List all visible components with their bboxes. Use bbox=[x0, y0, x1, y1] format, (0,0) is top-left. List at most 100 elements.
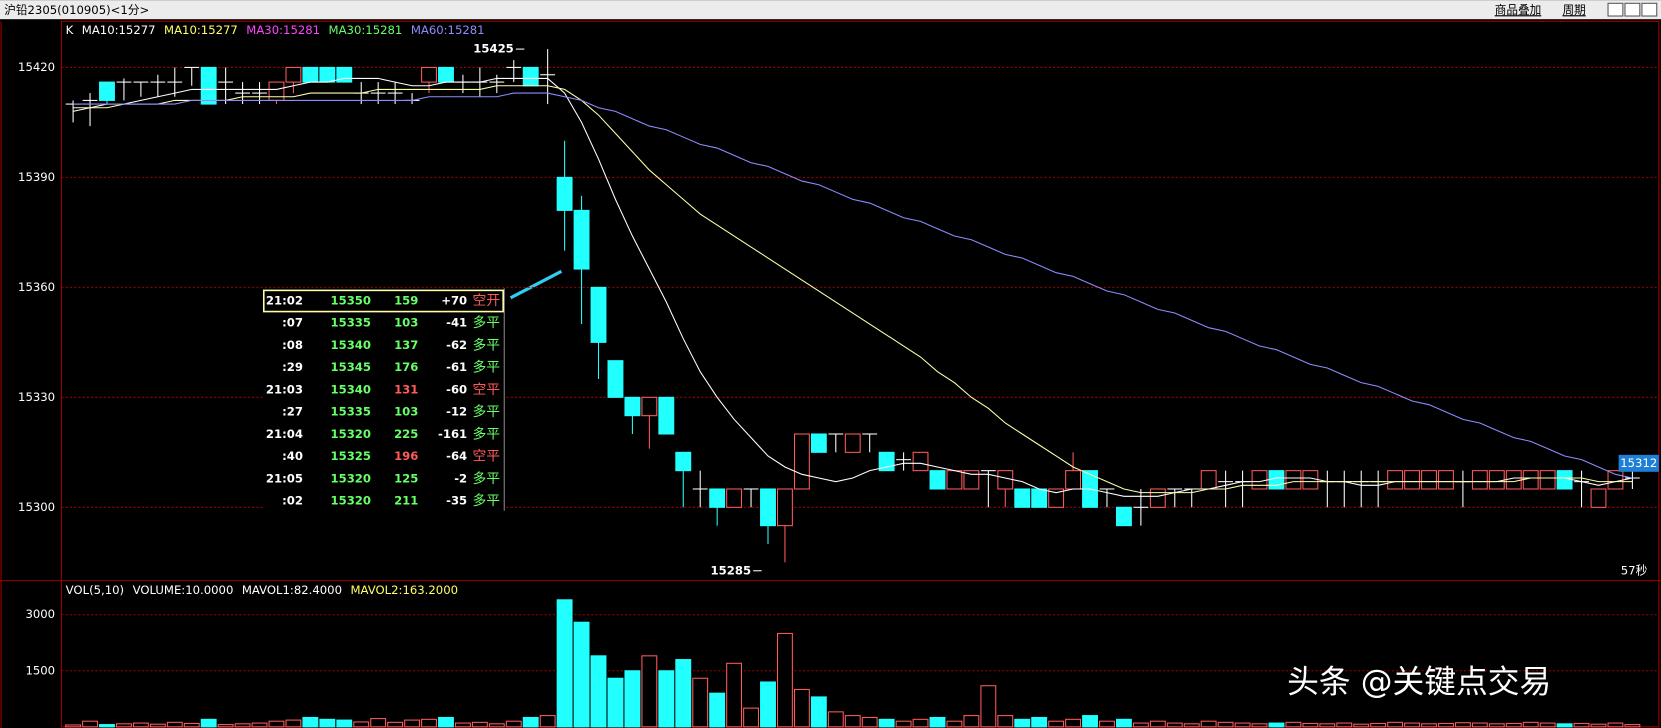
trade-type: 空平 bbox=[472, 382, 500, 398]
candle-body bbox=[421, 66, 437, 83]
volume-bar bbox=[1556, 723, 1573, 728]
volume-bar bbox=[692, 677, 709, 728]
candle-body bbox=[793, 433, 810, 490]
volume-bar bbox=[1183, 723, 1200, 728]
volume-bar bbox=[726, 662, 743, 728]
trade-type: 多平 bbox=[472, 359, 500, 376]
volume-bar bbox=[1082, 715, 1098, 728]
volume-bar bbox=[1115, 718, 1132, 728]
volume-bar bbox=[912, 718, 929, 728]
candle-body bbox=[1522, 470, 1539, 490]
trade-volume: 103 bbox=[394, 316, 418, 330]
volume-bar bbox=[1319, 723, 1336, 728]
candle-body bbox=[1048, 488, 1065, 508]
volume-bar bbox=[793, 688, 810, 728]
volume-bar bbox=[1454, 722, 1471, 728]
period-button[interactable]: 周期 bbox=[1562, 3, 1585, 17]
trade-price: 15320 bbox=[331, 471, 372, 485]
watermark: 头条 @关键点交易 bbox=[1287, 664, 1551, 700]
back-button[interactable] bbox=[1607, 2, 1624, 17]
volume-bar bbox=[743, 707, 759, 728]
moving-average bbox=[72, 77, 1633, 497]
legend-entry: MA30:15281 bbox=[246, 22, 320, 36]
volume-bar bbox=[268, 720, 285, 728]
candle-body bbox=[777, 488, 793, 527]
trade-type: 多平 bbox=[472, 314, 500, 331]
candle-body bbox=[1421, 470, 1437, 490]
trade-change: -161 bbox=[438, 427, 467, 441]
candle-body bbox=[1488, 470, 1505, 490]
trade-volume: 103 bbox=[394, 405, 418, 419]
overlay-button[interactable]: 商品叠加 bbox=[1495, 3, 1542, 17]
volume-bar bbox=[132, 722, 149, 728]
legend: VOL(5,10) VOLUME:10.0000 MAVOL1:82.4000 MAV… bbox=[66, 583, 458, 597]
volume-bar bbox=[1268, 722, 1285, 728]
trade-type: 多平 bbox=[472, 492, 500, 509]
volume-bar bbox=[556, 599, 573, 728]
volume-bar bbox=[810, 696, 827, 728]
candle-body bbox=[675, 451, 692, 472]
close-button[interactable] bbox=[1641, 2, 1658, 17]
candle-body bbox=[1590, 488, 1607, 508]
volume-bar bbox=[251, 722, 268, 728]
moving-average bbox=[73, 85, 1633, 494]
candle-body bbox=[1556, 470, 1573, 490]
y-tick-label: 15330 bbox=[18, 390, 55, 404]
volume-bar bbox=[1048, 720, 1065, 728]
volume-bar bbox=[963, 715, 980, 728]
volume-bar bbox=[1234, 722, 1251, 728]
candle-body bbox=[607, 360, 624, 398]
volume-bar bbox=[539, 715, 556, 728]
volume-bar bbox=[1065, 718, 1082, 728]
trade-type: 多平 bbox=[472, 425, 500, 442]
volume-bar bbox=[115, 723, 132, 728]
trade-change: -64 bbox=[446, 449, 467, 463]
candle-body bbox=[1115, 506, 1132, 527]
legend-entry: MAVOL1:82.4000 bbox=[242, 583, 342, 597]
volume-bar bbox=[624, 670, 641, 728]
volume-bar bbox=[404, 719, 421, 728]
candle-body bbox=[1438, 470, 1454, 490]
volume-bar bbox=[319, 718, 336, 728]
candle-body bbox=[1014, 488, 1031, 508]
trade-volume: 211 bbox=[394, 494, 418, 508]
candle-body bbox=[438, 66, 454, 83]
volume-bar bbox=[844, 715, 861, 728]
candle-body bbox=[1251, 470, 1268, 490]
volume-bar bbox=[438, 716, 454, 728]
volume-bar bbox=[99, 724, 115, 728]
legend-entry: K bbox=[66, 22, 74, 36]
volume-bar bbox=[1438, 722, 1454, 728]
trade-time: :07 bbox=[282, 316, 303, 330]
volume-bar bbox=[675, 659, 692, 728]
moving-average bbox=[73, 92, 1633, 479]
trade-change: -62 bbox=[446, 338, 467, 352]
volume-bar bbox=[709, 692, 726, 728]
trade-price: 15320 bbox=[331, 427, 372, 441]
volume-bar bbox=[149, 723, 166, 728]
volume-bar bbox=[929, 716, 946, 728]
volume-bar bbox=[878, 718, 895, 728]
candle-body bbox=[658, 396, 675, 435]
trade-type: 多平 bbox=[472, 403, 500, 420]
selected-row bbox=[262, 289, 504, 313]
volume-bar bbox=[65, 724, 82, 728]
candle-body bbox=[1404, 470, 1421, 490]
extreme-label: 15425 bbox=[473, 42, 514, 56]
candle-body bbox=[760, 488, 776, 527]
volume-bar bbox=[1132, 722, 1149, 728]
forward-button[interactable] bbox=[1624, 2, 1641, 17]
candle-body bbox=[1539, 470, 1556, 490]
volume-bar bbox=[760, 681, 776, 728]
window-title: 沪铅2305(010905)<1分> bbox=[4, 3, 149, 17]
volume-bar bbox=[421, 718, 437, 728]
volume-bar bbox=[82, 720, 98, 728]
trade-change: -60 bbox=[446, 382, 467, 396]
trade-change: -12 bbox=[446, 405, 467, 419]
candle-body bbox=[1387, 470, 1404, 490]
candle-body bbox=[1607, 470, 1624, 490]
trade-volume: 159 bbox=[394, 293, 418, 307]
trade-volume: 176 bbox=[394, 360, 418, 374]
candle-body bbox=[556, 176, 573, 211]
